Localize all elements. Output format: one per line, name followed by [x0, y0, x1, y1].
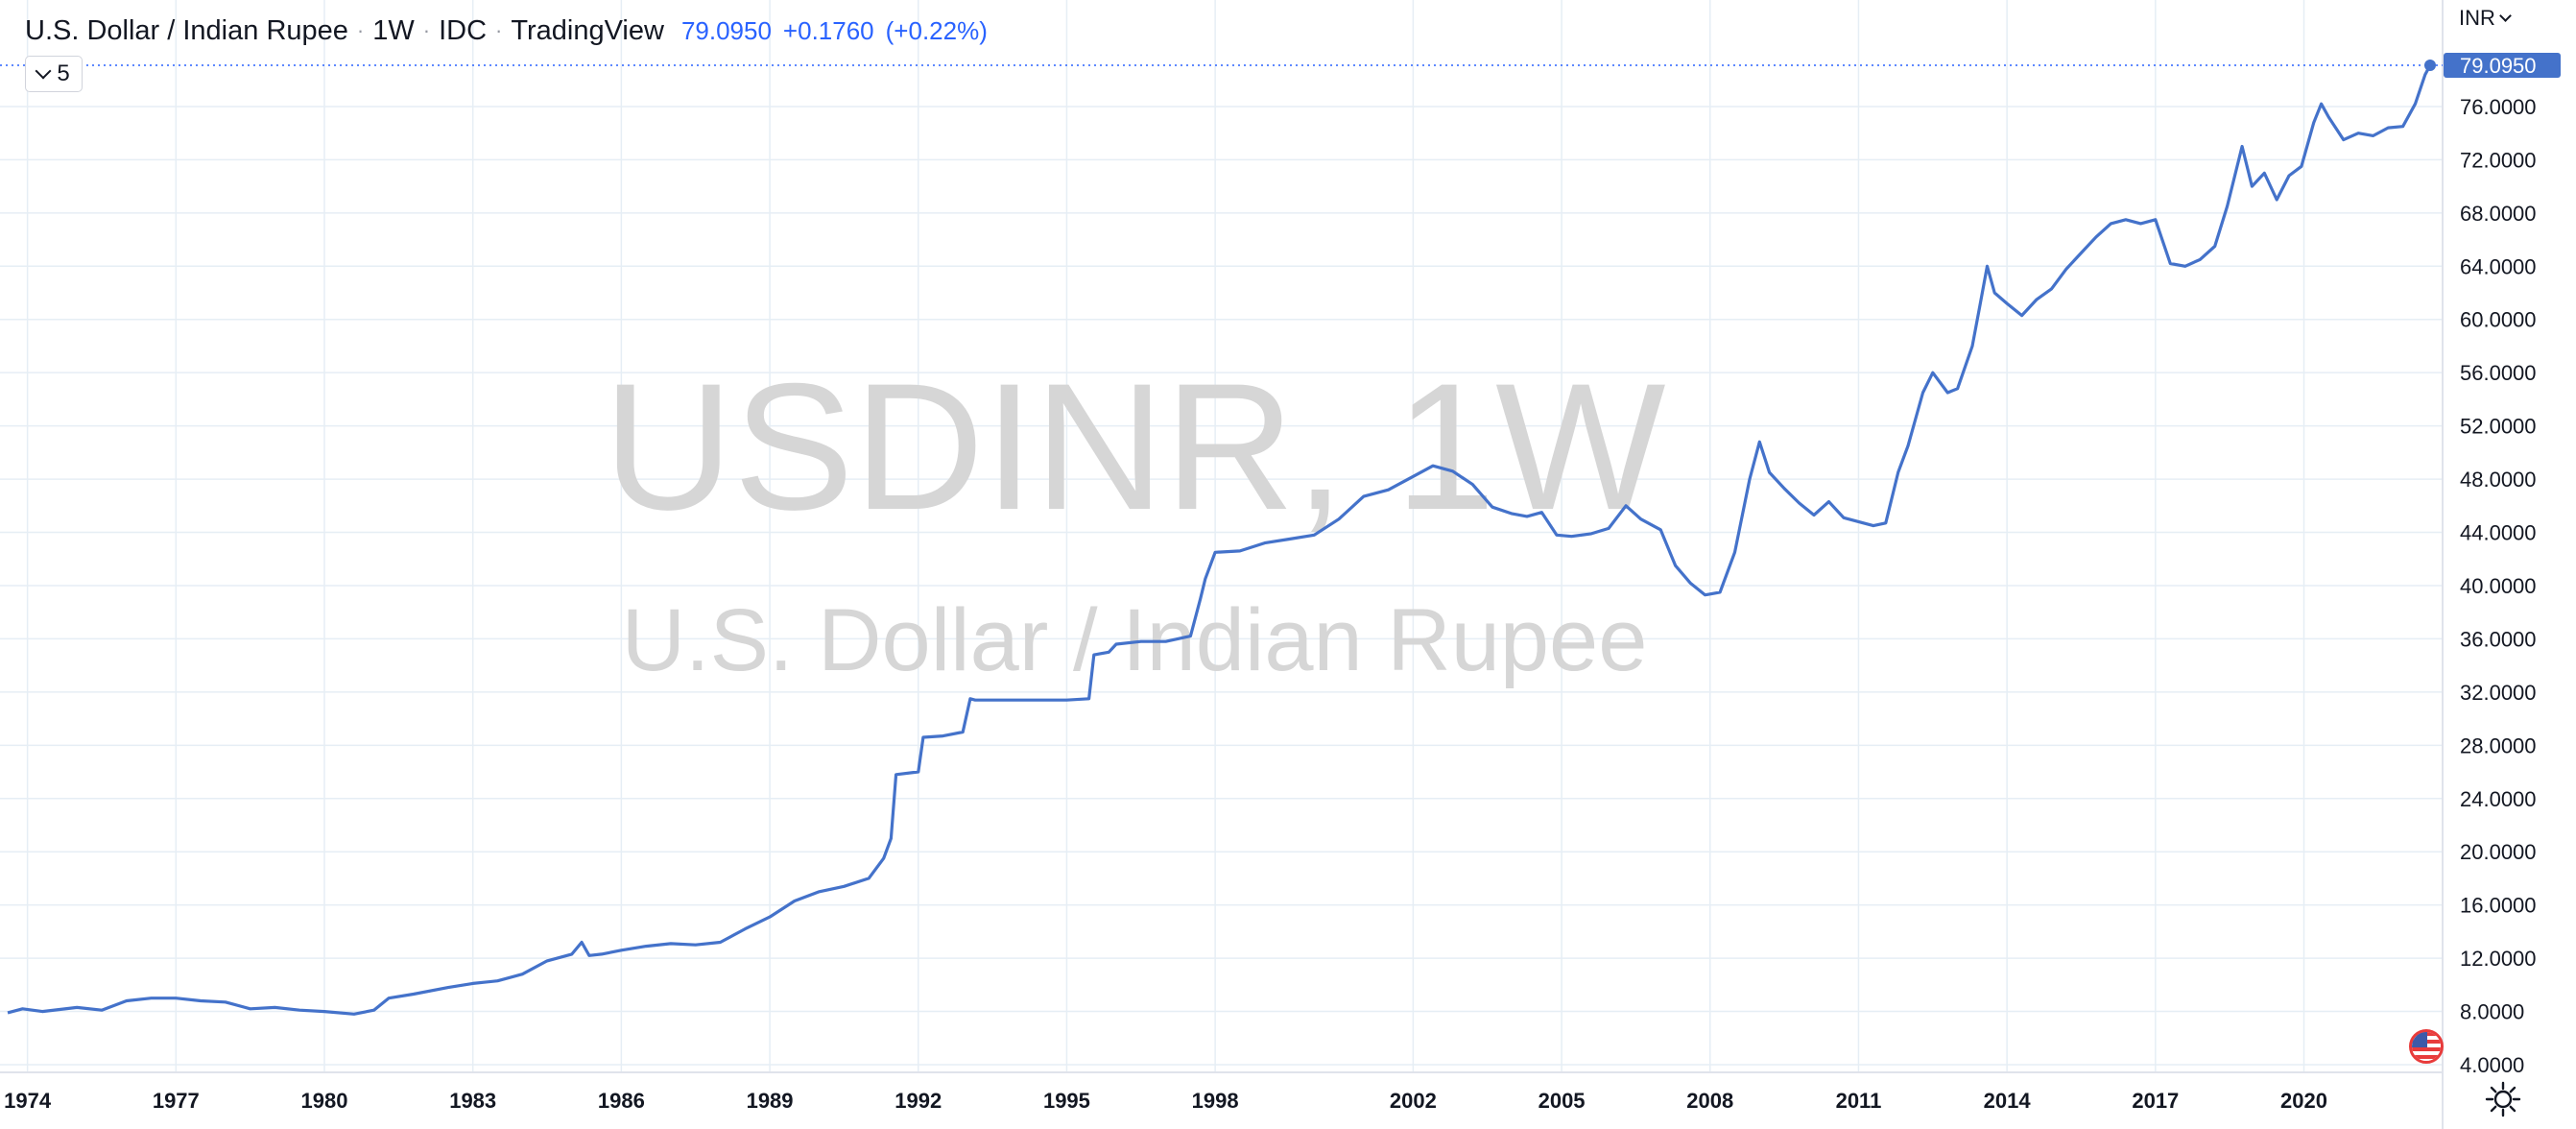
price-tick-label: 28.0000	[2460, 733, 2537, 757]
time-scale[interactable]: 1974 1977 1980 1983 1986 1989 1992 1995 1998 2002…	[4, 1089, 2327, 1113]
time-tick-label: 1992	[894, 1089, 942, 1113]
watermark: USDINR, 1W U.S. Dollar / Indian Rupee	[603, 346, 1665, 689]
chevron-down-icon	[2499, 10, 2512, 22]
time-tick-label: 1989	[747, 1089, 794, 1113]
last-price-label-bg	[2444, 52, 2561, 78]
indicators-count: 5	[57, 60, 70, 86]
last-price-label: 79.0950	[2460, 54, 2537, 78]
symbol-legend[interactable]: U.S. Dollar / Indian Rupee · 1W · IDC · …	[25, 12, 988, 50]
price-tick-label: 36.0000	[2460, 627, 2537, 651]
time-tick-label: 2020	[2280, 1089, 2327, 1113]
price-tick-label: 52.0000	[2460, 415, 2537, 439]
chevron-down-icon	[35, 62, 52, 80]
price-tick-label: 56.0000	[2460, 361, 2537, 385]
price-tick-label: 4.0000	[2460, 1053, 2524, 1077]
price-tick-label: 12.0000	[2460, 947, 2537, 971]
price-tick-label: 40.0000	[2460, 574, 2537, 598]
watermark-symbol: USDINR, 1W	[603, 346, 1665, 547]
last-price-dot	[2424, 59, 2436, 71]
series-line-usdinr	[7, 64, 2432, 1016]
price-change: +0.1760	[782, 15, 874, 45]
interval-label: 1W	[372, 14, 415, 46]
indicators-toggle-button[interactable]: 5	[25, 56, 83, 92]
price-tick-label: 72.0000	[2460, 148, 2537, 172]
time-tick-label: 1986	[598, 1089, 645, 1113]
time-tick-label: 1998	[1192, 1089, 1239, 1113]
price-tick-label: 68.0000	[2460, 202, 2537, 226]
time-tick-label: 1995	[1043, 1089, 1090, 1113]
price-change-percent: (+0.22%)	[885, 15, 988, 45]
time-tick-label: 1977	[153, 1089, 200, 1113]
symbol-name: U.S. Dollar / Indian Rupee	[25, 14, 348, 46]
exchange-label: IDC	[439, 14, 488, 46]
price-tick-label: 32.0000	[2460, 681, 2537, 705]
time-tick-label: 2011	[1836, 1089, 1882, 1113]
currency-label: INR	[2459, 6, 2495, 30]
separator: ·	[495, 18, 503, 42]
separator: ·	[422, 18, 431, 42]
price-tick-label: 60.0000	[2460, 308, 2537, 332]
currency-selector[interactable]: INR	[2459, 6, 2512, 31]
settings-gear-icon[interactable]	[2484, 1080, 2522, 1118]
time-tick-label: 2017	[2132, 1089, 2179, 1113]
series-layer	[7, 64, 2432, 1016]
price-tick-label: 16.0000	[2460, 894, 2537, 918]
time-tick-label: 2005	[1538, 1089, 1586, 1113]
price-tick-label: 48.0000	[2460, 468, 2537, 492]
last-price-marker: 79.0950	[0, 52, 2561, 78]
price-tick-label: 24.0000	[2460, 787, 2537, 811]
time-tick-label: 2008	[1686, 1089, 1733, 1113]
grid	[0, 0, 2443, 1072]
time-tick-label: 1980	[301, 1089, 348, 1113]
price-tick-label: 20.0000	[2460, 840, 2537, 864]
separator: ·	[356, 18, 365, 42]
provider-label: TradingView	[511, 14, 664, 46]
time-tick-label: 2014	[1984, 1089, 2032, 1113]
price-tick-label: 76.0000	[2460, 95, 2537, 119]
time-tick-label: 1974	[4, 1089, 52, 1113]
us-flag-icon	[2409, 1029, 2444, 1064]
price-tick-label: 8.0000	[2460, 1000, 2524, 1024]
last-price-value: 79.0950	[680, 15, 772, 45]
price-scale[interactable]: 76.0000 72.0000 68.0000 64.0000 60.0000 56.00…	[2460, 95, 2537, 1077]
price-tick-label: 64.0000	[2460, 254, 2537, 278]
price-tick-label: 44.0000	[2460, 521, 2537, 545]
time-tick-label: 2002	[1390, 1089, 1437, 1113]
time-tick-label: 1983	[449, 1089, 496, 1113]
watermark-description: U.S. Dollar / Indian Rupee	[622, 591, 1648, 689]
